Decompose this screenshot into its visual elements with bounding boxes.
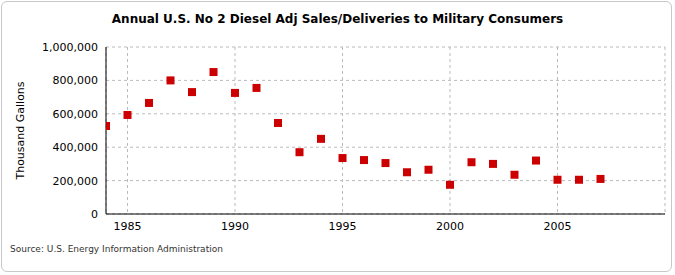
svg-text:1990: 1990 bbox=[221, 220, 249, 233]
html-text:Annual U.S. No 2 Diesel Adj Sa: Annual U.S. No 2 Diesel Adj Sales/Delive… bbox=[111, 12, 564, 26]
svg-text:2000: 2000 bbox=[436, 220, 464, 233]
svg-text:2005: 2005 bbox=[544, 220, 572, 233]
svg-text:Thousand Gallons: Thousand Gallons bbox=[14, 81, 27, 180]
svg-text:1985: 1985 bbox=[114, 220, 142, 233]
svg-text:800,000: 800,000 bbox=[53, 74, 99, 87]
html-text:Source: U.S. Energy Informatio: Source: U.S. Energy Information Administ… bbox=[10, 244, 223, 254]
svg-text:600,000: 600,000 bbox=[53, 108, 99, 121]
svg-text:400,000: 400,000 bbox=[53, 141, 99, 154]
svg-text:200,000: 200,000 bbox=[53, 175, 99, 188]
svg-text:1,000,000: 1,000,000 bbox=[42, 41, 98, 54]
svg-text:1995: 1995 bbox=[329, 220, 357, 233]
svg-text:0: 0 bbox=[91, 208, 98, 221]
